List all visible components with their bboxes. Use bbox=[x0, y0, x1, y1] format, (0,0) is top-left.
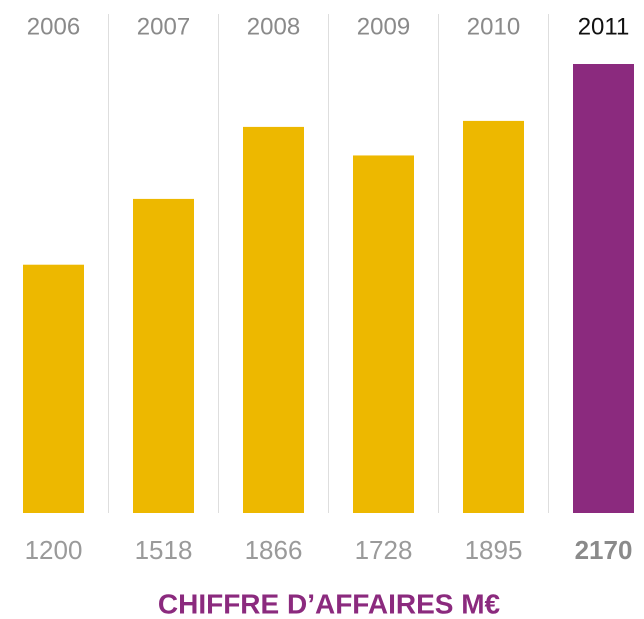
value-label: 1518 bbox=[135, 535, 193, 565]
value-label: 2170 bbox=[575, 535, 633, 565]
bar bbox=[353, 155, 414, 513]
value-label: 1200 bbox=[25, 535, 83, 565]
bar bbox=[463, 120, 524, 513]
x-tick-label: 2006 bbox=[27, 13, 80, 40]
bar bbox=[573, 64, 634, 513]
bar bbox=[23, 264, 84, 513]
value-label: 1728 bbox=[355, 535, 413, 565]
x-tick-label: 2007 bbox=[137, 13, 190, 40]
value-label: 1895 bbox=[465, 535, 523, 565]
bar bbox=[243, 126, 304, 514]
x-tick-label: 2008 bbox=[247, 13, 300, 40]
bar bbox=[133, 198, 194, 513]
chart-title: CHIFFRE D’AFFAIRES M€ bbox=[158, 588, 501, 619]
x-tick-label: 2010 bbox=[467, 13, 520, 40]
x-tick-label: 2011 bbox=[578, 13, 630, 40]
value-label: 1866 bbox=[245, 535, 303, 565]
x-tick-label: 2009 bbox=[357, 13, 410, 40]
